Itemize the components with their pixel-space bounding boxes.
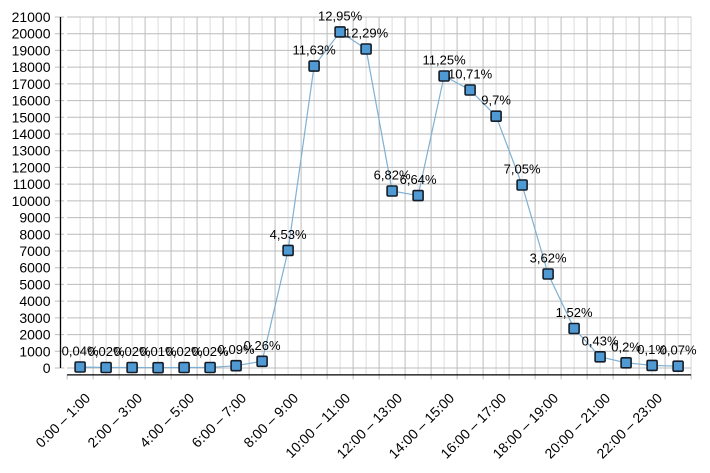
svg-text:6,82%: 6,82% [374,168,411,183]
svg-text:4000: 4000 [19,293,50,309]
svg-text:0,01%: 0,01% [140,344,177,359]
svg-text:15000: 15000 [12,109,51,125]
svg-text:0,02%: 0,02% [114,344,151,359]
svg-text:10000: 10000 [12,193,51,209]
svg-text:0,07%: 0,07% [660,343,697,358]
svg-text:12000: 12000 [12,159,51,175]
svg-text:12,29%: 12,29% [344,26,389,41]
svg-text:0,02%: 0,02% [166,344,203,359]
svg-text:0,02%: 0,02% [88,344,125,359]
svg-text:16000: 16000 [12,93,51,109]
svg-text:6000: 6000 [19,260,50,276]
svg-text:4,53%: 4,53% [270,227,307,242]
svg-text:17000: 17000 [12,76,51,92]
svg-text:3,62%: 3,62% [530,251,567,266]
svg-text:14000: 14000 [12,126,51,142]
svg-text:10,71%: 10,71% [448,67,493,82]
svg-text:11000: 11000 [13,176,51,192]
svg-text:9000: 9000 [19,210,50,226]
svg-text:0,2%: 0,2% [611,339,641,354]
svg-text:9,7%: 9,7% [481,93,511,108]
svg-text:0,43%: 0,43% [582,333,619,348]
svg-text:11,25%: 11,25% [423,53,467,68]
svg-text:7,05%: 7,05% [504,162,541,177]
svg-text:0,09%: 0,09% [218,342,255,357]
svg-text:8000: 8000 [19,226,50,242]
svg-text:7000: 7000 [19,243,50,259]
svg-text:18000: 18000 [12,59,51,75]
svg-text:0,26%: 0,26% [244,338,281,353]
svg-text:0: 0 [43,360,51,376]
svg-text:0,1%: 0,1% [637,342,667,357]
svg-text:1,52%: 1,52% [556,305,593,320]
svg-text:20000: 20000 [12,26,51,42]
svg-text:0,04%: 0,04% [62,344,99,359]
svg-text:13000: 13000 [12,143,51,159]
svg-text:0,02%: 0,02% [192,344,229,359]
svg-text:12,95%: 12,95% [318,8,363,23]
svg-text:2000: 2000 [19,327,50,343]
svg-text:11,63%: 11,63% [293,43,337,58]
svg-text:5000: 5000 [19,276,50,292]
svg-text:21000: 21000 [12,9,51,25]
svg-text:3000: 3000 [19,310,50,326]
svg-text:6,64%: 6,64% [400,172,437,187]
svg-text:19000: 19000 [12,42,51,58]
svg-text:1000: 1000 [19,343,50,359]
